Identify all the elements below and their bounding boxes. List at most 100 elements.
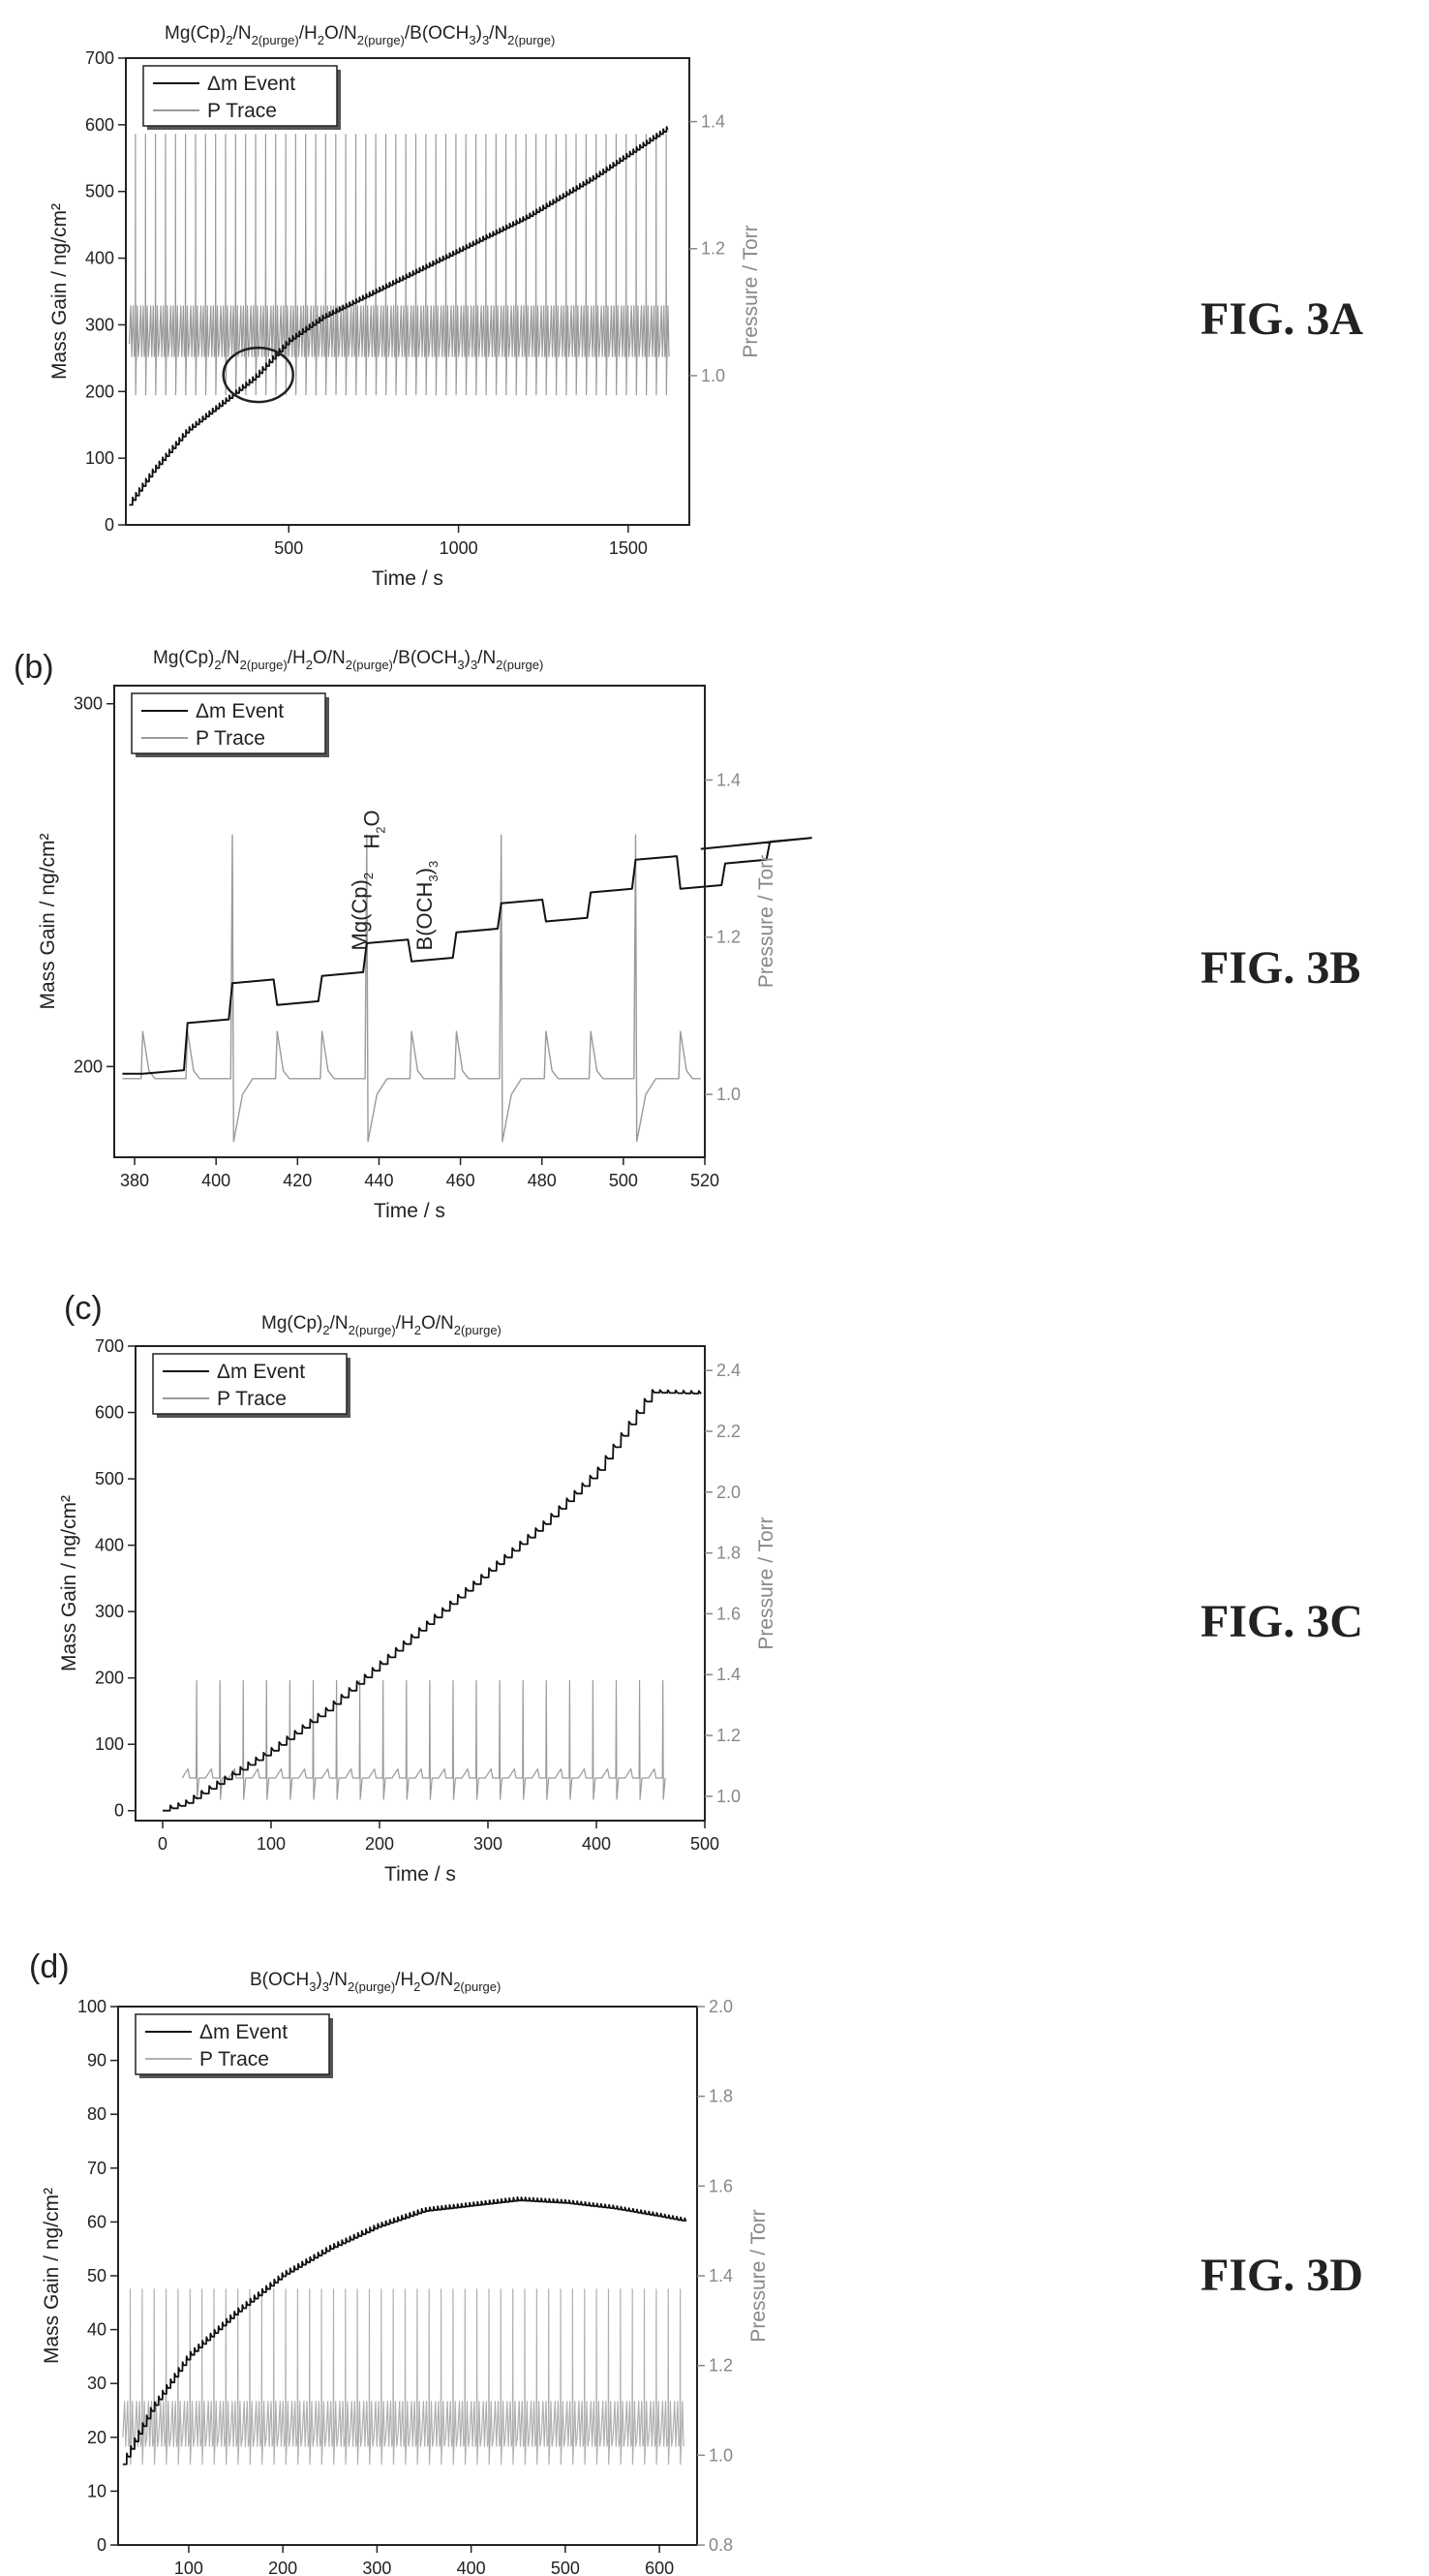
text-part: 2 [361, 873, 376, 879]
fig-label-3b: FIG. 3B [1201, 942, 1360, 994]
series-mass [122, 2195, 687, 2466]
text-part: 2 [414, 1323, 421, 1337]
text-part: /H [395, 1970, 413, 1990]
plot-frame [117, 2006, 698, 2546]
text-part: /B(OCH [393, 648, 458, 668]
chart-title: Mg(Cp)2/N2(purge)/H2O/N2(purge)/B(OCH3)3… [153, 648, 543, 672]
x-axis-label: Time / s [372, 567, 443, 590]
y-tick-label: 600 [85, 115, 114, 135]
fig-label-3d: FIG. 3D [1201, 2250, 1363, 2301]
x-tick-label: 460 [446, 1171, 475, 1190]
chart-title: Mg(Cp)2/N2(purge)/H2O/N2(purge) [261, 1313, 502, 1337]
y-tick-label: 40 [87, 2320, 106, 2340]
text-part: 2 [306, 658, 313, 672]
panel-label: (d) [29, 1948, 70, 1985]
chart-title: Mg(Cp)2/N2(purge)/H2O/N2(purge)/B(OCH3)3… [165, 23, 555, 47]
x-tick-label: 500 [690, 1834, 719, 1854]
text-part: 2 [373, 826, 387, 833]
legend-box [131, 692, 326, 754]
series-mass [129, 126, 669, 506]
y-tick-label: 0 [97, 2535, 106, 2555]
y-right-axis-label: Pressure / Torr [755, 1517, 777, 1649]
legend-label: Δm Event [199, 2021, 288, 2043]
x-tick-label: 380 [120, 1171, 149, 1190]
y-tick-label: 0 [114, 1801, 124, 1821]
text-part: O [359, 810, 383, 826]
y-tick-label: 500 [95, 1469, 124, 1488]
chart-a: Mg(Cp)2/N2(purge)/H2O/N2(purge)/B(OCH3)3… [48, 23, 762, 590]
y-right-tick-label: 1.0 [716, 1085, 741, 1104]
text-part: O/N [324, 23, 357, 44]
series-mass [122, 837, 812, 1075]
plot-frame [113, 685, 706, 1158]
x-tick-label: 600 [645, 2559, 674, 2576]
text-part: /N [233, 23, 252, 44]
series-pressure [128, 134, 670, 396]
text-part: /H [288, 648, 306, 668]
text-part: O/N [421, 1313, 454, 1334]
text-part: H [359, 834, 383, 849]
y-tick-label: 300 [95, 1602, 124, 1621]
y-tick-label: 90 [87, 2051, 106, 2070]
text-part: 3 [426, 861, 441, 868]
x-tick-label: 300 [473, 1834, 502, 1854]
text-part: 3 [309, 1979, 316, 1994]
text-part: 2(purge) [252, 33, 299, 47]
highlight-ellipse [222, 346, 294, 404]
panel-label: (b) [14, 649, 54, 686]
y-right-axis-label: Pressure / Torr [747, 2209, 770, 2342]
text-part: 3 [471, 658, 477, 672]
text-part: ) [465, 648, 471, 668]
text-part: 3 [469, 33, 475, 47]
text-part: /N [489, 23, 507, 44]
y-tick-label: 200 [74, 1057, 103, 1076]
y-axis-label: Mass Gain / ng/cm² [41, 2188, 63, 2364]
text-part: 2(purge) [240, 658, 288, 672]
y-tick-label: 300 [74, 694, 103, 714]
text-part: /H [299, 23, 318, 44]
annotation-label: B(OCH3)3 [412, 861, 441, 951]
text-part: 2(purge) [453, 1979, 501, 1994]
fig-label-3a: FIG. 3A [1201, 293, 1363, 345]
y-tick-label: 200 [95, 1669, 124, 1688]
series-pressure [122, 2288, 684, 2466]
chart-d: B(OCH3)3/N2(purge)/H2O/N2(purge)(d)100 20… [29, 1948, 770, 2576]
y-tick-label: 400 [85, 249, 114, 268]
legend-label: P Trace [217, 1388, 287, 1410]
y-right-axis-label: Pressure / Torr [755, 855, 777, 988]
series-pressure [181, 1679, 666, 1800]
legend-label: P Trace [199, 2048, 269, 2070]
text-part: Mg(Cp) [153, 648, 214, 668]
text-part: 2(purge) [454, 1323, 502, 1337]
y-tick-label: 50 [87, 2266, 106, 2285]
series-mass [163, 1389, 702, 1812]
text-part: O/N [313, 648, 346, 668]
x-tick-label: 1500 [609, 538, 648, 558]
y-right-tick-label: 1.8 [716, 1544, 741, 1563]
chart-b: Mg(Cp)2/N2(purge)/H2O/N2(purge)/B(OCH3)3… [14, 648, 812, 1222]
y-axis-label: Mass Gain / ng/cm² [37, 833, 59, 1009]
x-tick-label: 1000 [440, 538, 478, 558]
text-part: 3 [482, 33, 489, 47]
text-part: Mg(Cp) [261, 1313, 322, 1334]
y-tick-label: 300 [85, 315, 114, 334]
y-right-tick-label: 1.2 [716, 1726, 741, 1745]
y-tick-label: 400 [95, 1536, 124, 1555]
y-tick-label: 700 [85, 48, 114, 68]
text-part: /N [329, 1970, 348, 1990]
plot-frame [135, 1345, 706, 1822]
x-tick-label: 400 [201, 1171, 230, 1190]
chart-title: B(OCH3)3/N2(purge)/H2O/N2(purge) [250, 1970, 501, 1994]
x-tick-label: 300 [362, 2559, 391, 2576]
text-part: /N [330, 1313, 349, 1334]
y-tick-label: 700 [95, 1336, 124, 1356]
x-tick-label: 420 [283, 1171, 312, 1190]
y-tick-label: 10 [87, 2481, 106, 2500]
text-part: 3 [322, 1979, 329, 1994]
text-part: /B(OCH [405, 23, 470, 44]
x-tick-label: 400 [457, 2559, 486, 2576]
y-right-tick-label: 1.4 [701, 112, 725, 132]
x-tick-label: 480 [528, 1171, 557, 1190]
text-part: 3 [426, 874, 441, 881]
